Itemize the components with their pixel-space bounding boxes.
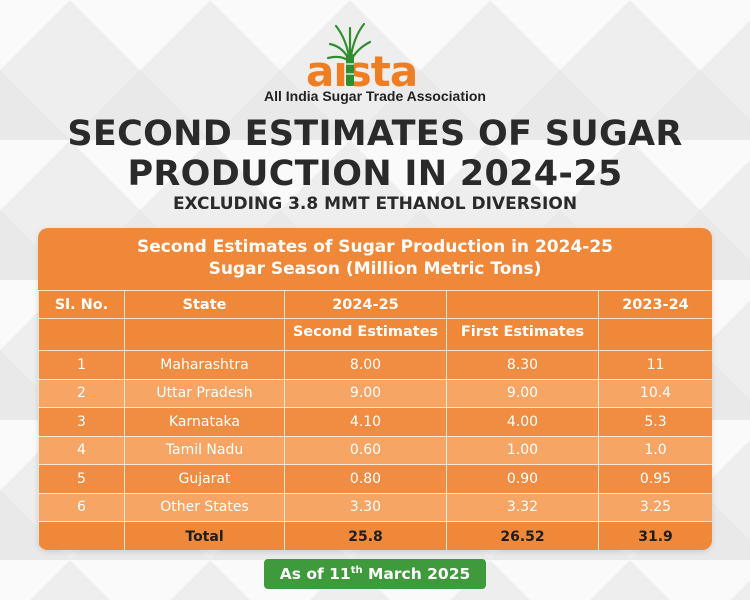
cell-state: Uttar Pradesh xyxy=(124,378,285,408)
cell-sl: 2 xyxy=(38,378,125,408)
table-header-row: Sl. No. State 2024-25 2023-24 xyxy=(38,290,712,319)
cell-state: Gujarat xyxy=(124,464,285,494)
header-empty xyxy=(446,290,599,319)
cell-state: Other States xyxy=(124,492,285,522)
cell-2023-24: 1.0 xyxy=(598,435,712,465)
total-empty xyxy=(38,521,125,550)
total-second-estimate: 25.8 xyxy=(284,521,447,550)
logo-tagline: All India Sugar Trade Association xyxy=(264,88,486,104)
date-prefix: As of 11 xyxy=(279,565,351,583)
cell-sl: 1 xyxy=(38,350,125,380)
cell-second-estimate: 4.10 xyxy=(284,407,447,437)
cell-second-estimate: 0.80 xyxy=(284,464,447,494)
page-subtitle: EXCLUDING 3.8 MMT ETHANOL DIVERSION xyxy=(172,194,578,214)
cell-second-estimate: 9.00 xyxy=(284,378,447,408)
date-badge: As of 11th March 2025 xyxy=(264,559,486,589)
cell-second-estimate: 3.30 xyxy=(284,492,447,522)
cell-first-estimate: 3.32 xyxy=(446,492,599,522)
cell-second-estimate: 0.60 xyxy=(284,435,447,465)
page-title: SECOND ESTIMATES OF SUGAR PRODUCTION IN … xyxy=(67,114,683,194)
cell-state: Karnataka xyxy=(124,407,285,437)
cell-first-estimate: 4.00 xyxy=(446,407,599,437)
cell-state: Tamil Nadu xyxy=(124,435,285,465)
table-row: 2 Uttar Pradesh 9.00 9.00 10.4 xyxy=(38,378,712,408)
header-season-2024-25: 2024-25 xyxy=(284,290,447,319)
table-caption-line-1: Second Estimates of Sugar Production in … xyxy=(137,237,613,257)
header-second-estimates: Second Estimates xyxy=(284,318,447,351)
date-suffix: March 2025 xyxy=(362,565,471,583)
estimates-table-card: Second Estimates of Sugar Production in … xyxy=(38,228,712,550)
cell-sl: 3 xyxy=(38,407,125,437)
subheader-empty-2 xyxy=(124,318,285,351)
table-caption-line-2: Sugar Season (Million Metric Tons) xyxy=(208,259,542,279)
total-2023-24: 31.9 xyxy=(598,521,712,550)
cell-2023-24: 10.4 xyxy=(598,378,712,408)
header-first-estimates: First Estimates xyxy=(446,318,599,351)
aista-logo-icon: aısta xyxy=(306,22,418,90)
table-row: 6 Other States 3.30 3.32 3.25 xyxy=(38,492,712,522)
cell-first-estimate: 0.90 xyxy=(446,464,599,494)
cell-2023-24: 11 xyxy=(598,350,712,380)
header-season-2023-24: 2023-24 xyxy=(598,290,712,319)
cell-first-estimate: 9.00 xyxy=(446,378,599,408)
subheader-empty-1 xyxy=(38,318,125,351)
table-total-row: Total 25.8 26.52 31.9 xyxy=(38,521,712,550)
logo-wordmark: aısta xyxy=(306,47,417,90)
table-row: 5 Gujarat 0.80 0.90 0.95 xyxy=(38,464,712,494)
total-label: Total xyxy=(124,521,285,550)
cell-first-estimate: 8.30 xyxy=(446,350,599,380)
total-first-estimate: 26.52 xyxy=(446,521,599,550)
header-state: State xyxy=(124,290,285,319)
table-row: 1 Maharashtra 8.00 8.30 11 xyxy=(38,350,712,380)
cell-2023-24: 3.25 xyxy=(598,492,712,522)
table-row: 3 Karnataka 4.10 4.00 5.3 xyxy=(38,407,712,437)
cell-sl: 6 xyxy=(38,492,125,522)
cell-2023-24: 5.3 xyxy=(598,407,712,437)
cell-2023-24: 0.95 xyxy=(598,464,712,494)
cell-second-estimate: 8.00 xyxy=(284,350,447,380)
table-row: 4 Tamil Nadu 0.60 1.00 1.0 xyxy=(38,435,712,465)
subheader-empty-3 xyxy=(598,318,712,351)
cell-state: Maharashtra xyxy=(124,350,285,380)
table-caption: Second Estimates of Sugar Production in … xyxy=(38,236,712,280)
cell-sl: 4 xyxy=(38,435,125,465)
logo: aısta All India Sugar Trade Association xyxy=(0,12,750,104)
cell-first-estimate: 1.00 xyxy=(446,435,599,465)
date-superscript: th xyxy=(350,565,363,576)
cell-sl: 5 xyxy=(38,464,125,494)
estimates-table: Sl. No. State 2024-25 2023-24 Second Est… xyxy=(38,290,712,550)
table-subheader-row: Second Estimates First Estimates xyxy=(38,318,712,351)
header-sl-no: Sl. No. xyxy=(38,290,125,319)
